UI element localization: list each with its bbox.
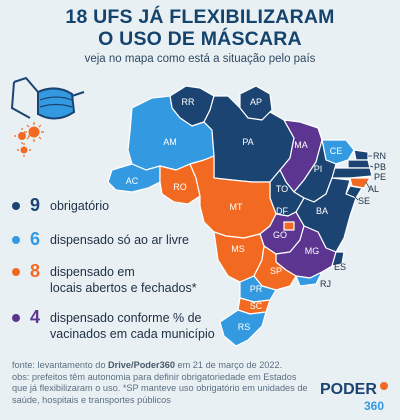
legend-dot — [12, 236, 20, 244]
label-go: GO — [273, 230, 287, 240]
label-pi: PI — [314, 164, 323, 174]
label-ap: AP — [250, 97, 262, 107]
legend-item-abertos-fechados: 8 dispensado em locais abertos e fechado… — [12, 262, 197, 296]
legend-item-vacinados: 4 dispensado conforme % de vacinados em … — [12, 308, 215, 342]
obs-note: obs: prefeitos têm autonomia para defini… — [12, 371, 308, 405]
label-mt: MT — [230, 202, 243, 212]
virus-icon — [14, 122, 44, 157]
label-rr: RR — [182, 97, 195, 107]
title-line-1: 18 UFS JÁ FLEXIBILIZARAM — [65, 6, 335, 28]
page-title: 18 UFS JÁ FLEXIBILIZARAM O USO DE MÁSCAR… — [0, 6, 400, 50]
label-rn: RN — [373, 151, 386, 161]
legend-label: dispensado só ao ar livre — [50, 233, 189, 247]
logo-number: 360 — [364, 399, 384, 413]
label-rs: RS — [238, 322, 251, 332]
label-rj: RJ — [320, 279, 331, 289]
legend-item-ar-livre: 6 dispensado só ao ar livre — [12, 230, 189, 248]
label-ac: AC — [126, 176, 139, 186]
label-pr: PR — [250, 284, 263, 294]
legend-count: 8 — [29, 261, 40, 281]
legend-label: dispensado em locais abertos e fechados* — [50, 265, 197, 295]
poder360-logo: PODER 360 — [320, 378, 392, 414]
state-ac — [107, 163, 161, 193]
footnotes: fonte: levantamento do Drive/Poder360 em… — [12, 360, 312, 406]
label-pa: PA — [242, 137, 253, 147]
label-al: AL — [368, 184, 379, 194]
subtitle: veja no mapa como está a situação pelo p… — [84, 53, 316, 65]
state-pb — [347, 159, 371, 169]
label-ba: BA — [316, 206, 328, 216]
legend-dot — [12, 314, 20, 322]
state-ro — [159, 163, 201, 205]
state-rj — [295, 271, 323, 287]
state-al — [349, 177, 371, 189]
label-mg: MG — [305, 246, 320, 256]
label-to: TO — [276, 184, 288, 194]
label-pb: PB — [374, 162, 386, 172]
legend-dot — [12, 268, 20, 276]
label-sc: SC — [250, 301, 263, 311]
label-am: AM — [163, 137, 177, 147]
logo-name: PODER — [320, 381, 377, 398]
title-line-2: O USO DE MÁSCARA — [98, 28, 302, 50]
legend-count: 9 — [29, 195, 40, 215]
label-ce: CE — [330, 146, 343, 156]
label-df: DF — [276, 206, 288, 216]
label-se: SE — [358, 196, 370, 206]
state-df — [283, 221, 295, 231]
legend-label: dispensado conforme % de vacinados em ca… — [50, 311, 215, 341]
label-es: ES — [334, 262, 346, 272]
state-rn — [353, 149, 369, 161]
source-note: fonte: levantamento do Drive/Poder360 em… — [12, 360, 283, 370]
face-mask-icon — [10, 76, 85, 120]
label-ms: MS — [231, 244, 245, 254]
legend-count: 4 — [29, 307, 40, 327]
legend-dot — [12, 202, 20, 210]
legend-item-obrigatorio: 9 obrigatório — [12, 196, 109, 214]
state-rs — [219, 309, 267, 347]
state-es — [331, 251, 345, 267]
legend-label: obrigatório — [50, 199, 110, 213]
label-pe: PE — [374, 172, 386, 182]
label-ma: MA — [294, 140, 308, 150]
label-ro: RO — [173, 182, 187, 192]
label-sp: SP — [270, 266, 282, 276]
legend-count: 6 — [29, 229, 40, 249]
